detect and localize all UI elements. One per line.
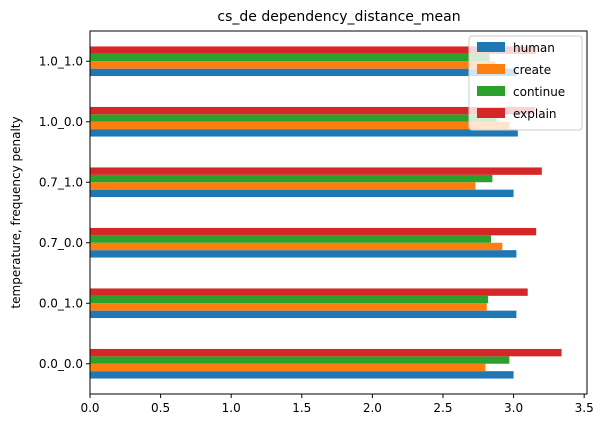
x-tick-label: 2.5: [433, 401, 452, 415]
bar-continue-0.7_0.0: [90, 235, 491, 243]
bar-continue-0.7_1.0: [90, 174, 493, 183]
legend-label-explain: explain: [513, 107, 557, 121]
bar-human-0.7_0.0: [90, 250, 517, 258]
bar-create-0.7_1.0: [90, 182, 476, 190]
x-tick-label: 1.5: [292, 401, 311, 415]
legend-swatch-explain: [477, 108, 505, 118]
bar-continue-1.0_1.0: [90, 53, 490, 62]
legend-label-create: create: [513, 63, 551, 77]
bar-explain-0.7_0.0: [90, 227, 537, 236]
chart-title: cs_de dependency_distance_mean: [217, 9, 460, 25]
x-tick-label: 3.5: [575, 401, 594, 415]
y-tick-label: 0.7_1.0: [39, 175, 83, 189]
y-tick-label: 0.0_0.0: [39, 357, 83, 371]
y-tick-label: 0.7_0.0: [39, 236, 83, 250]
legend-swatch-create: [477, 64, 505, 74]
x-tick-label: 0.0: [80, 401, 99, 415]
bar-create-0.0_0.0: [90, 363, 486, 372]
bars-layer: [90, 46, 562, 379]
x-tick-layer: 0.0 0.5 1.0 1.5 2.0 2.5 3.0 3.5: [80, 394, 594, 415]
bar-continue-0.0_1.0: [90, 295, 489, 304]
bar-create-1.0_1.0: [90, 61, 496, 69]
y-tick-label: 0.0_1.0: [39, 296, 83, 310]
bar-human-1.0_1.0: [90, 68, 517, 77]
bar-explain-1.0_0.0: [90, 106, 535, 115]
x-tick-label: 0.5: [151, 401, 170, 415]
legend-label-human: human: [513, 41, 555, 55]
legend-label-continue: continue: [513, 85, 565, 99]
bar-create-0.0_1.0: [90, 303, 487, 311]
plot-frame: [89, 30, 588, 395]
x-tick-label: 3.0: [504, 401, 523, 415]
legend-swatch-human: [477, 42, 505, 52]
bar-explain-0.0_1.0: [90, 288, 528, 296]
y-tick-label: 1.0_1.0: [39, 54, 83, 68]
bar-continue-0.0_0.0: [90, 356, 510, 364]
bar-create-0.7_0.0: [90, 242, 503, 251]
legend-swatch-continue: [477, 86, 505, 96]
bar-create-1.0_0.0: [90, 121, 510, 130]
bar-human-0.0_0.0: [90, 371, 514, 379]
y-axis-label: temperature, frequency penalty: [9, 116, 23, 308]
legend-frame: [468, 35, 583, 131]
bar-explain-1.0_1.0: [90, 46, 537, 54]
bar-explain-0.0_0.0: [90, 348, 562, 357]
y-tick-layer: 0.0_0.0 0.0_1.0 0.7_0.0 0.7_1.0 1.0_0.0 1.0_1…: [39, 54, 90, 371]
bar-continue-1.0_0.0: [90, 114, 497, 122]
bar-human-1.0_0.0: [90, 129, 518, 137]
x-tick-label: 1.0: [222, 401, 241, 415]
y-tick-label: 1.0_0.0: [39, 115, 83, 129]
bar-explain-0.7_1.0: [90, 167, 542, 175]
x-tick-label: 2.0: [363, 401, 382, 415]
bar-human-0.7_1.0: [90, 189, 514, 198]
legend: human create continue explain: [468, 35, 583, 131]
bar-human-0.0_1.0: [90, 310, 517, 319]
